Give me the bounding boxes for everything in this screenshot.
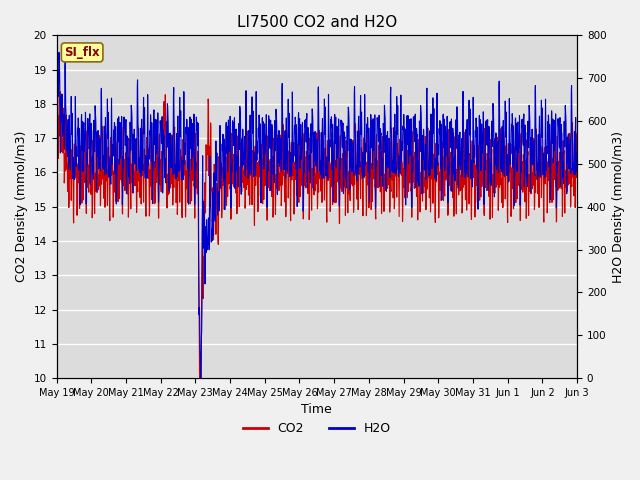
X-axis label: Time: Time xyxy=(301,403,332,417)
Y-axis label: H2O Density (mmol/m3): H2O Density (mmol/m3) xyxy=(612,131,625,283)
Legend: CO2, H2O: CO2, H2O xyxy=(237,418,396,441)
Y-axis label: CO2 Density (mmol/m3): CO2 Density (mmol/m3) xyxy=(15,131,28,282)
Title: LI7500 CO2 and H2O: LI7500 CO2 and H2O xyxy=(237,15,397,30)
Text: SI_flx: SI_flx xyxy=(65,46,100,59)
